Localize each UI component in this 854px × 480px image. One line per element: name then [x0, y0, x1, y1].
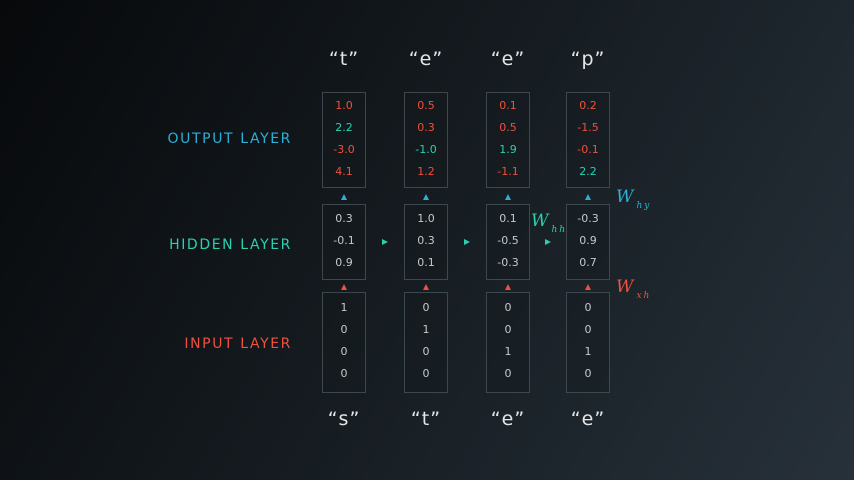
hidden-value: 0.9 [335, 256, 353, 269]
arrow-up-icon [340, 284, 347, 290]
input-vector: 0 0 1 0 [566, 292, 610, 393]
input-value: 1 [584, 345, 592, 358]
input-value: 0 [422, 301, 430, 314]
output-value: -1.1 [497, 165, 519, 178]
input-value: 0 [422, 345, 430, 358]
input-layer-label: INPUT LAYER [184, 336, 292, 352]
hidden-value: -0.3 [497, 256, 519, 269]
output-value: 0.3 [417, 121, 435, 134]
target-char: “e” [408, 48, 444, 70]
output-value: 1.2 [417, 165, 435, 178]
arrow-up-icon [584, 194, 591, 200]
w-hy-sub: hy [636, 201, 652, 211]
input-value: 0 [584, 367, 592, 380]
output-value: -0.1 [577, 143, 599, 156]
arrow-up-icon [422, 284, 429, 290]
hidden-value: 0.3 [335, 212, 353, 225]
input-char: “s” [327, 408, 361, 430]
output-value: 4.1 [335, 165, 353, 178]
hidden-vector: -0.3 0.9 0.7 [566, 204, 610, 280]
input-value: 0 [584, 301, 592, 314]
hidden-value: 0.3 [417, 234, 435, 247]
hidden-value: 1.0 [417, 212, 435, 225]
output-vector: 1.0 2.2 -3.0 4.1 [322, 92, 366, 188]
output-value: 0.2 [579, 99, 597, 112]
w-hh-sub: hh [551, 225, 568, 235]
input-value: 0 [340, 345, 348, 358]
hidden-value: 0.1 [417, 256, 435, 269]
hidden-vector: 0.3 -0.1 0.9 [322, 204, 366, 280]
arrow-right-icon [545, 238, 551, 245]
output-value: 1.9 [499, 143, 517, 156]
input-value: 0 [504, 323, 512, 336]
input-value: 0 [340, 367, 348, 380]
output-value: 0.5 [499, 121, 517, 134]
output-value: 0.5 [417, 99, 435, 112]
arrow-up-icon [584, 284, 591, 290]
output-layer-label: OUTPUT LAYER [167, 131, 292, 147]
w-xh-sub: xh [636, 291, 652, 301]
target-char: “t” [328, 48, 360, 70]
input-value: 1 [504, 345, 512, 358]
hidden-layer-label: HIDDEN LAYER [169, 237, 292, 253]
input-char: “e” [490, 408, 526, 430]
input-value: 0 [504, 367, 512, 380]
input-value: 0 [584, 323, 592, 336]
output-value: -3.0 [333, 143, 355, 156]
input-value: 0 [504, 301, 512, 314]
arrow-up-icon [504, 284, 511, 290]
hidden-value: 0.1 [499, 212, 517, 225]
output-value: -1.0 [415, 143, 437, 156]
input-char: “e” [570, 408, 606, 430]
output-value: 0.1 [499, 99, 517, 112]
arrow-right-icon [464, 238, 470, 245]
output-vector: 0.1 0.5 1.9 -1.1 [486, 92, 530, 188]
input-vector: 0 0 1 0 [486, 292, 530, 393]
arrow-right-icon [382, 238, 388, 245]
output-vector: 0.5 0.3 -1.0 1.2 [404, 92, 448, 188]
hidden-vector: 1.0 0.3 0.1 [404, 204, 448, 280]
hidden-value: 0.7 [579, 256, 597, 269]
arrow-up-icon [422, 194, 429, 200]
input-vector: 0 1 0 0 [404, 292, 448, 393]
target-char: “e” [490, 48, 526, 70]
hidden-value: -0.1 [333, 234, 355, 247]
target-char: “p” [570, 48, 606, 70]
input-value: 1 [422, 323, 430, 336]
hidden-value: -0.3 [577, 212, 599, 225]
w-xh-main: W [616, 277, 634, 297]
w-hh-main: W [531, 211, 549, 231]
output-value: 2.2 [335, 121, 353, 134]
arrow-up-icon [340, 194, 347, 200]
output-value: 1.0 [335, 99, 353, 112]
hidden-value: 0.9 [579, 234, 597, 247]
input-char: “t” [410, 408, 442, 430]
w-hy-main: W [616, 187, 634, 207]
output-value: 2.2 [579, 165, 597, 178]
hidden-vector: 0.1 -0.5 -0.3 [486, 204, 530, 280]
hidden-value: -0.5 [497, 234, 519, 247]
input-value: 0 [422, 367, 430, 380]
input-value: 1 [340, 301, 348, 314]
output-value: -1.5 [577, 121, 599, 134]
input-value: 0 [340, 323, 348, 336]
output-vector: 0.2 -1.5 -0.1 2.2 [566, 92, 610, 188]
input-vector: 1 0 0 0 [322, 292, 366, 393]
arrow-up-icon [504, 194, 511, 200]
